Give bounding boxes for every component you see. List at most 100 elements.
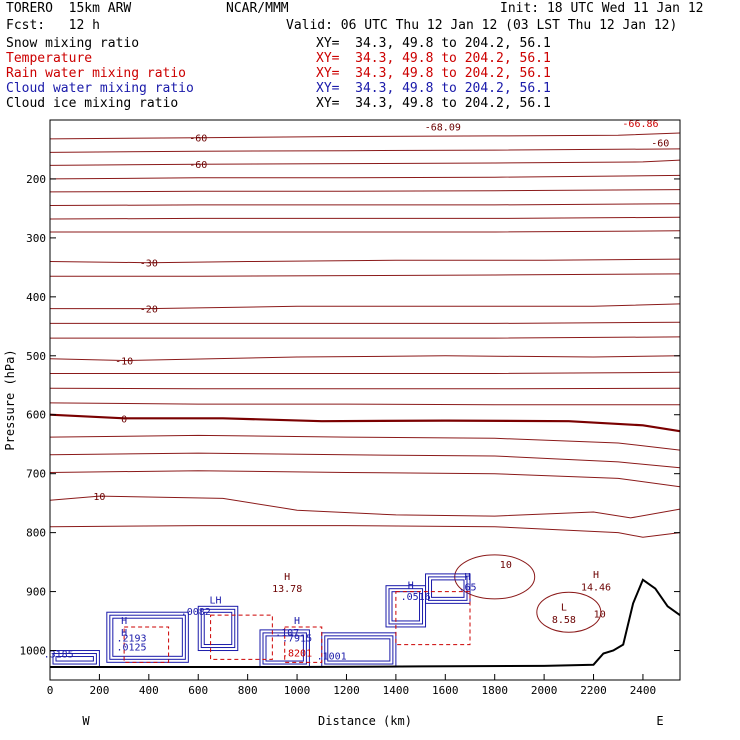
temperature-contour [50,371,681,374]
annotation-label: .3185 [44,650,74,661]
contour-label: -20 [140,305,158,316]
y-tick-label: 700 [26,468,46,481]
temperature-contour [49,159,681,166]
y-tick-label: 400 [26,291,46,304]
field-xy-cloud-water: XY= 34.3, 49.8 to 204.2, 56.1 [316,81,551,96]
x-tick-label: 1200 [333,684,360,697]
cloud-water-contour [200,608,236,649]
y-tick-label: 900 [26,586,46,599]
contour-label: -30 [140,259,158,270]
contour-label: 10 [93,492,105,503]
temperature-contour [49,434,681,451]
x-axis-label: Distance (km) [318,714,412,728]
temperature-contour [49,174,681,180]
west-label: W [82,714,90,728]
y-tick-label: 800 [26,527,46,540]
field-xy-rain: XY= 34.3, 49.8 to 204.2, 56.1 [316,66,551,81]
temperature-contour [49,355,681,362]
contour-label: -10 [115,357,133,368]
terrain-profile [50,578,681,668]
cloud-water-contour [262,632,307,665]
cloud-water-contour [385,585,427,628]
cloud-water-contour [112,617,183,657]
temperature-contour [50,230,681,233]
init-label: Init: 18 UTC Wed 11 Jan 12 [500,1,704,16]
temperature-contour [49,452,681,469]
x-tick-label: 1000 [284,684,311,697]
annotation-label: 13.78 [272,584,302,595]
temperature-contour [536,591,602,633]
cloud-water-contour [52,653,97,665]
field-name-snow: Snow mixing ratio [6,36,140,51]
cloud-water-contour [428,576,468,601]
temperature-contour [49,495,681,519]
x-tick-label: 0 [47,684,54,697]
cloud-water-contour [197,605,239,652]
cloud-water-contour [431,579,465,598]
temperature-contour [49,148,681,153]
cloud-water-contour [55,656,94,662]
x-tick-label: 400 [139,684,159,697]
valid-label: Valid: 06 UTC Thu 12 Jan 12 (03 LST Thu … [286,18,678,33]
annotation-label: -68.09 [425,123,461,134]
temperature-contour [49,258,681,264]
annotation-label: 10 [594,610,606,621]
model-label: TORERO 15km ARW [6,1,132,16]
x-tick-label: 1800 [481,684,508,697]
contour-label: 0 [121,414,127,425]
annotation-label: H [284,572,290,583]
annotation-label: 8.58 [552,615,576,626]
temperature-contour [49,402,680,406]
annotation-label: .1001 [317,651,347,662]
rain-water-contour [123,626,170,663]
annotation-label: LH [210,595,222,606]
temperature-contour [49,132,681,140]
annotation-label: .7915 [282,634,312,645]
field-name-cloud-water: Cloud water mixing ratio [6,81,194,96]
temperature-contour [50,336,681,339]
annotation-label: H [408,581,414,592]
cloud-water-contour [324,635,394,665]
x-tick-label: 800 [238,684,258,697]
x-tick-label: 2200 [580,684,607,697]
temperature-contour [49,203,681,206]
x-tick-label: 200 [89,684,109,697]
annotation-label: .2193 [116,634,146,645]
rain-water-contour [210,614,273,660]
temperature-contour [50,273,681,277]
contour-label: -60 [189,160,207,171]
temperature-contours: -60 -60 -30 -20 -10 0 10 [49,132,681,633]
cloud-water-contour [388,588,424,625]
cloud-water-contour [425,573,471,604]
annotation-label: .8201 [282,648,312,659]
cloud-water-contour [327,638,391,662]
temperature-contour [50,321,681,324]
rain-water-contour [284,626,323,663]
cloud-water-contour [109,614,186,660]
org-label: NCAR/MMM [226,1,289,16]
annotation-label: H [294,616,300,627]
temperature-contour [50,303,681,310]
terrain-line [50,578,681,668]
annotation-label: 10 [500,560,512,571]
rain-water-contour [395,591,471,646]
y-tick-label: 200 [26,173,46,186]
annotation-label: -60 [651,139,669,150]
axes: 0 200 400 600 800 1000 1200 1400 1600 1800 2000 220… [20,173,680,697]
y-tick-label: 500 [26,350,46,363]
y-tick-label: 1000 [20,645,47,658]
annotation-label: H [121,616,127,627]
y-axis-label: Pressure (hPa) [3,349,17,450]
annotation-label: .0125 [116,643,146,654]
field-name-temperature: Temperature [6,51,93,66]
field-xy-snow: XY= 34.3, 49.8 to 204.2, 56.1 [316,36,551,51]
y-tick-label: 600 [26,409,46,422]
temperature-contour [49,413,681,433]
field-xy-cloud-ice: XY= 34.3, 49.8 to 204.2, 56.1 [316,96,551,111]
annotation-label: .0082 [181,607,211,618]
contour-label: -60 [189,134,207,145]
plot-frame [49,119,681,681]
x-tick-label: 600 [188,684,208,697]
field-name-rain: Rain water mixing ratio [6,66,187,81]
